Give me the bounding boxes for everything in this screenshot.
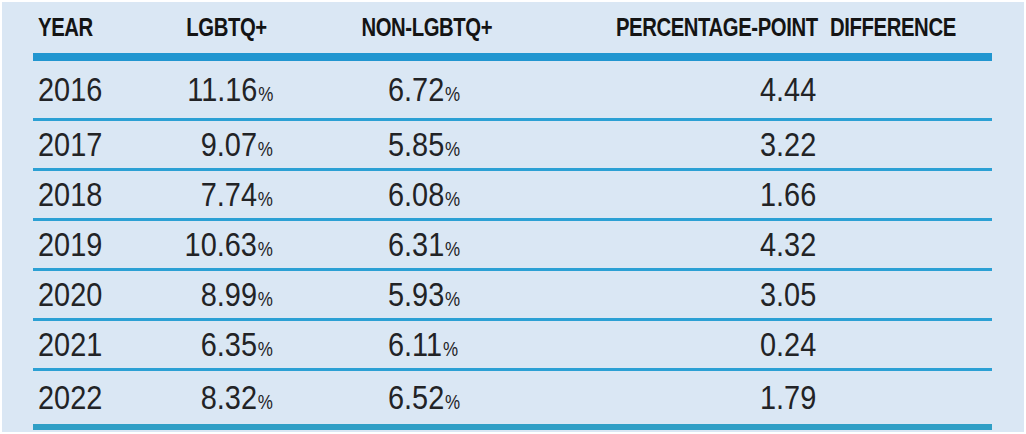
non-lgbtq-value: 5.93 <box>388 275 444 314</box>
percent-sign: % <box>258 391 273 414</box>
non-lgbtq-cell: 6.11% <box>273 325 584 364</box>
percent-sign: % <box>445 238 460 261</box>
column-header-lgbtq: LGBTQ+ <box>127 2 327 53</box>
lgbtq-value: 7.74 <box>201 175 257 214</box>
year-cell: 2018 <box>33 175 150 214</box>
lgbtq-cell: 9.07% <box>150 125 273 164</box>
lgbtq-value: 11.16 <box>187 70 257 109</box>
table-figure: YEAR LGBTQ+ NON-LGBTQ+ PERCENTAGE-POINT … <box>0 0 1026 434</box>
non-lgbtq-value: 6.31 <box>388 225 444 264</box>
table-row-2021: 2021 6.35% 6.11% 0.24 <box>33 321 992 371</box>
percent-sign: % <box>258 338 273 361</box>
column-header-non-lgbtq-label: NON-LGBTQ+ <box>362 12 493 43</box>
non-lgbtq-cell: 6.52% <box>273 378 584 417</box>
difference-cell: 4.32 <box>584 225 992 264</box>
difference-cell: 4.44 <box>584 70 992 109</box>
percent-sign: % <box>258 288 273 311</box>
non-lgbtq-value: 6.11 <box>388 325 442 364</box>
year-value: 2018 <box>38 175 102 214</box>
difference-value: 3.22 <box>760 125 816 164</box>
difference-cell: 1.66 <box>584 175 992 214</box>
non-lgbtq-cell: 6.08% <box>273 175 584 214</box>
table-row-2020: 2020 8.99% 5.93% 3.05 <box>33 271 992 321</box>
table-panel: YEAR LGBTQ+ NON-LGBTQ+ PERCENTAGE-POINT … <box>2 2 1024 432</box>
difference-cell: 0.24 <box>584 325 992 364</box>
non-lgbtq-value: 6.52 <box>388 378 444 417</box>
lgbtq-value: 10.63 <box>185 225 257 264</box>
year-cell: 2016 <box>33 70 150 109</box>
percent-sign: % <box>445 83 460 106</box>
year-value: 2016 <box>38 70 102 109</box>
percent-sign: % <box>258 83 273 106</box>
difference-value: 4.32 <box>760 225 816 264</box>
difference-value: 1.66 <box>760 175 816 214</box>
year-cell: 2017 <box>33 125 150 164</box>
lgbtq-value: 6.35 <box>201 325 257 364</box>
difference-cell: 3.22 <box>584 125 992 164</box>
table-row-2016: 2016 11.16% 6.72% 4.44 <box>33 61 992 121</box>
header-divider-bar <box>33 53 992 61</box>
lgbtq-value: 8.99 <box>201 275 257 314</box>
column-header-lgbtq-label: LGBTQ+ <box>187 12 267 43</box>
non-lgbtq-cell: 5.93% <box>273 275 584 314</box>
lgbtq-cell: 10.63% <box>150 225 273 264</box>
difference-value: 4.44 <box>760 70 816 109</box>
year-cell: 2022 <box>33 378 150 417</box>
lgbtq-value: 9.07 <box>201 125 257 164</box>
year-value: 2022 <box>38 378 102 417</box>
percent-sign: % <box>445 288 460 311</box>
table-row-2018: 2018 7.74% 6.08% 1.66 <box>33 171 992 221</box>
year-cell: 2020 <box>33 275 150 314</box>
year-value: 2017 <box>38 125 102 164</box>
year-cell: 2019 <box>33 225 150 264</box>
percent-sign: % <box>445 188 460 211</box>
bottom-divider-bar <box>33 424 992 430</box>
column-header-non-lgbtq: NON-LGBTQ+ <box>327 2 527 53</box>
percent-sign: % <box>445 138 460 161</box>
column-header-year: YEAR <box>38 2 108 53</box>
table-row-2019: 2019 10.63% 6.31% 4.32 <box>33 221 992 271</box>
difference-value: 0.24 <box>760 325 816 364</box>
column-header-difference-label: PERCENTAGE-POINT DIFFERENCE <box>616 12 956 43</box>
non-lgbtq-cell: 5.85% <box>273 125 584 164</box>
year-cell: 2021 <box>33 325 150 364</box>
lgbtq-value: 8.32 <box>201 378 257 417</box>
non-lgbtq-cell: 6.31% <box>273 225 584 264</box>
table-body: 2016 11.16% 6.72% 4.44 2017 9.07% 5.85% … <box>33 61 992 430</box>
column-header-difference: PERCENTAGE-POINT DIFFERENCE <box>586 2 986 53</box>
table-row-2022: 2022 8.32% 6.52% 1.79 <box>33 371 992 424</box>
difference-value: 1.79 <box>760 378 816 417</box>
difference-cell: 3.05 <box>584 275 992 314</box>
lgbtq-cell: 11.16% <box>150 70 273 109</box>
lgbtq-cell: 6.35% <box>150 325 273 364</box>
non-lgbtq-value: 6.08 <box>388 175 444 214</box>
percent-sign: % <box>443 338 458 361</box>
percent-sign: % <box>258 138 273 161</box>
year-value: 2021 <box>38 325 102 364</box>
lgbtq-cell: 8.32% <box>150 378 273 417</box>
lgbtq-cell: 7.74% <box>150 175 273 214</box>
year-value: 2020 <box>38 275 102 314</box>
difference-cell: 1.79 <box>584 378 992 417</box>
difference-value: 3.05 <box>760 275 816 314</box>
percent-sign: % <box>445 391 460 414</box>
table-row-2017: 2017 9.07% 5.85% 3.22 <box>33 121 992 171</box>
non-lgbtq-value: 6.72 <box>388 70 444 109</box>
year-value: 2019 <box>38 225 102 264</box>
lgbtq-cell: 8.99% <box>150 275 273 314</box>
column-header-year-label: YEAR <box>38 12 93 43</box>
percent-sign: % <box>258 238 273 261</box>
percent-sign: % <box>258 188 273 211</box>
non-lgbtq-cell: 6.72% <box>273 70 584 109</box>
non-lgbtq-value: 5.85 <box>388 125 444 164</box>
